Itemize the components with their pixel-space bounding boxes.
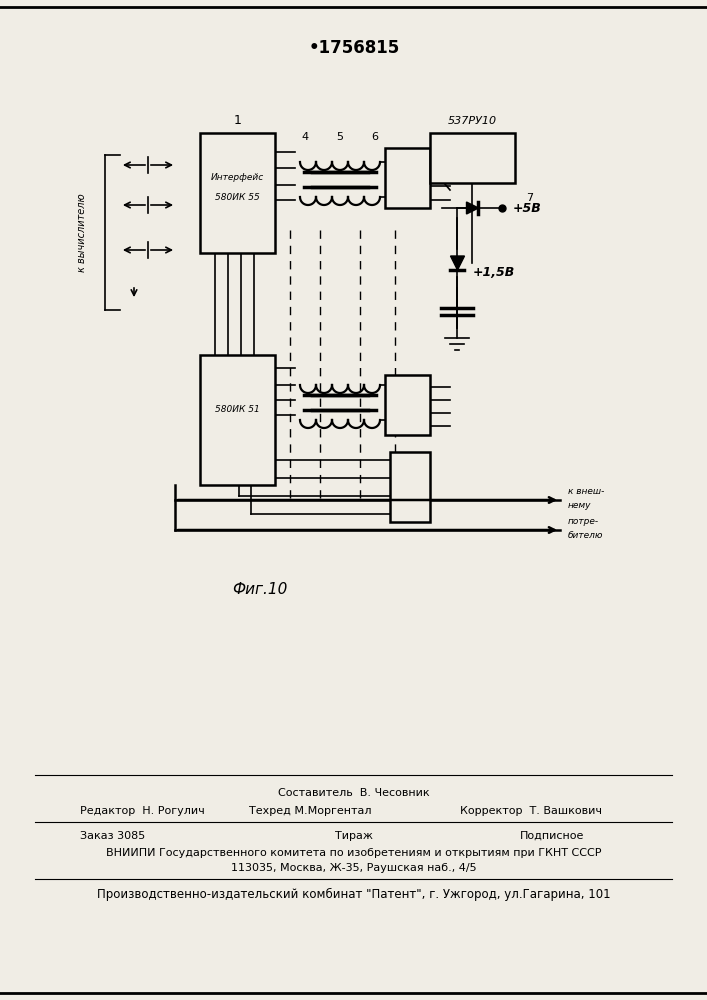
Bar [430,133,515,183]
Text: Заказ 3085: Заказ 3085 [80,831,145,841]
Text: Техред М.Моргентал: Техред М.Моргентал [249,806,371,816]
Bar [385,375,430,435]
Text: 537РУ10: 537РУ10 [448,116,497,126]
Bar [200,355,275,485]
Polygon shape [450,256,464,270]
Text: 5: 5 [337,132,344,142]
Text: Корректор  Т. Вашкович: Корректор Т. Вашкович [460,806,602,816]
Text: 7: 7 [527,193,534,203]
Text: Редактор  Н. Рогулич: Редактор Н. Рогулич [80,806,205,816]
Text: Составитель  В. Чесовник: Составитель В. Чесовник [278,788,430,798]
Text: бителю: бителю [568,530,604,540]
Text: +1,5В: +1,5В [472,266,515,279]
Text: •1756815: •1756815 [308,39,399,57]
Text: нему: нему [568,500,592,510]
Text: 4: 4 [301,132,308,142]
Bar [385,148,430,208]
Text: Тираж: Тираж [335,831,373,841]
Text: к внеш-: к внеш- [568,488,604,496]
Text: 580ИК 55: 580ИК 55 [215,194,260,202]
Text: Интерфейс: Интерфейс [211,174,264,182]
Text: Подписное: Подписное [520,831,585,841]
Bar [390,452,430,522]
Text: 1: 1 [233,114,241,127]
Text: +5В: +5В [513,202,542,215]
Text: 113035, Москва, Ж-35, Раушская наб., 4/5: 113035, Москва, Ж-35, Раушская наб., 4/5 [231,863,477,873]
Text: Производственно-издательский комбинат "Патент", г. Ужгород, ул.Гагарина, 101: Производственно-издательский комбинат "П… [97,887,611,901]
Polygon shape [467,202,479,214]
Text: потре-: потре- [568,518,599,526]
Text: ВНИИПИ Государственного комитета по изобретениям и открытиям при ГКНТ СССР: ВНИИПИ Государственного комитета по изоб… [106,848,602,858]
Text: Фиг.10: Фиг.10 [233,582,288,597]
Text: 6: 6 [371,132,378,142]
Bar [200,133,275,253]
Text: 580ИК 51: 580ИК 51 [215,406,260,414]
Text: к вычислителю: к вычислителю [77,193,87,272]
